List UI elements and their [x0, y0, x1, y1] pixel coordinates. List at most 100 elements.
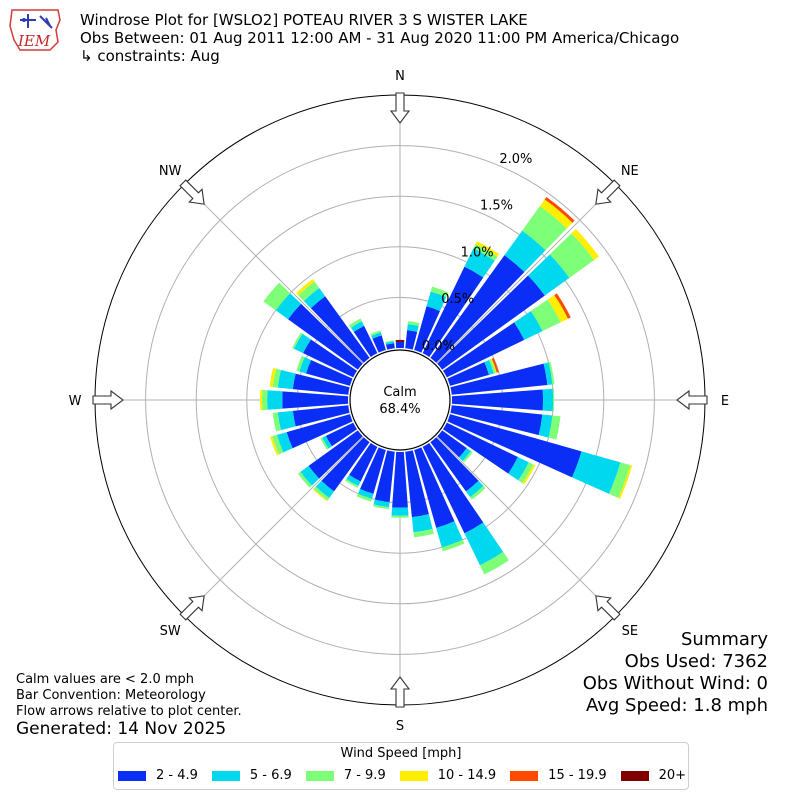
- windrose-bar: [405, 450, 429, 518]
- windrose-bar: [350, 321, 365, 332]
- legend-items: 2 - 4.9 5 - 6.9 7 - 9.9 10 - 14.9 15 - 1…: [118, 768, 700, 783]
- windrose-bar: [479, 551, 509, 575]
- windrose-bar: [270, 436, 279, 456]
- radial-tick-label: 2.0%: [499, 152, 532, 167]
- compass-label: NE: [621, 164, 639, 179]
- windrose-bar: [459, 448, 471, 461]
- plot-notes: Calm values are < 2.0 mph Bar Convention…: [16, 672, 242, 720]
- grid-spoke: [436, 436, 617, 617]
- windrose-bar: [325, 422, 357, 447]
- legend-swatch: [620, 770, 649, 781]
- legend-item: 15 - 19.9: [510, 768, 607, 783]
- windrose-bar: [303, 339, 357, 378]
- windrose-bar: [306, 360, 353, 386]
- windrose-bar: [407, 321, 420, 327]
- windrose-bar: [522, 464, 536, 485]
- windrose-bar: [356, 493, 373, 502]
- windrose-bar: [436, 521, 463, 548]
- compass-label: SW: [160, 624, 181, 639]
- windrose-bar: [385, 340, 395, 343]
- windrose-bar: [395, 341, 405, 349]
- windrose-bar: [414, 447, 455, 528]
- windrose-bar: [320, 437, 329, 450]
- windrose-bar: [313, 486, 330, 501]
- windrose-bar: [392, 451, 408, 508]
- windrose-bar: [345, 478, 359, 488]
- windrose-bar: [464, 248, 495, 278]
- windrose-bar: [618, 465, 633, 499]
- windrose-bar: [571, 228, 599, 261]
- legend-title: Wind Speed [mph]: [340, 746, 462, 761]
- windrose-bar: [464, 522, 504, 566]
- windrose-bar: [267, 390, 283, 410]
- windrose-bar: [300, 465, 320, 486]
- windrose-bar: [430, 255, 525, 363]
- windrose-bar: [385, 341, 395, 345]
- legend-label: 10 - 14.9: [437, 768, 497, 783]
- windrose-bar: [293, 333, 311, 354]
- chart-subtitle-constraints: ↳ constraints: Aug: [80, 47, 220, 65]
- legend-swatch: [305, 770, 334, 781]
- windrose-bar: [413, 528, 434, 538]
- windrose-bar: [312, 488, 328, 502]
- windrose-bar: [530, 299, 561, 332]
- windrose-bar: [272, 368, 281, 388]
- windrose-overlay: Calm 68.4% 0.0% 0.5% 1.0% 1.5% 2.0% N NE E SE S SW W N…: [69, 69, 730, 734]
- compass-label: NW: [159, 164, 182, 179]
- windrose-bar: [288, 303, 363, 370]
- windrose-bar: [548, 415, 561, 440]
- windrose-bar: [475, 241, 500, 257]
- windrose-bar: [298, 281, 320, 302]
- chart-subtitle-period: Obs Between: 01 Aug 2011 12:00 AM - 31 A…: [80, 29, 680, 47]
- windrose-bar: [272, 434, 284, 455]
- flow-arrow-shape: [179, 179, 205, 205]
- windrose-bar: [407, 324, 419, 332]
- windrose-bar: [422, 443, 484, 534]
- radial-tick-label: 1.0%: [461, 245, 494, 260]
- legend-swatch: [510, 770, 539, 781]
- windrose-bar: [447, 362, 489, 386]
- windrose-bar: [308, 430, 363, 479]
- windrose-bar: [544, 196, 575, 223]
- windrose-bar: [426, 291, 447, 312]
- windrose-bar: [373, 499, 390, 508]
- windrose-bar: [386, 343, 395, 350]
- windrose-bar: [447, 414, 582, 478]
- windrose-bar: [303, 288, 326, 309]
- windrose-bar: [321, 437, 370, 492]
- windrose-bar: [310, 296, 370, 363]
- legend-label: 2 - 4.9: [156, 768, 198, 783]
- summary-obs-used: Obs Used: 7362: [624, 651, 768, 672]
- windrose-bar: [422, 266, 484, 357]
- note-calm: Calm values are < 2.0 mph: [16, 672, 195, 687]
- windrose-bar: [261, 389, 268, 411]
- flow-arrow: [595, 179, 621, 205]
- windrose-bar: [374, 450, 395, 503]
- calm-circle: [349, 349, 451, 451]
- windrose-bar: [391, 507, 409, 516]
- windrose-bar: [395, 339, 405, 343]
- grid-spoke: [436, 183, 617, 364]
- windrose-bar: [370, 330, 381, 336]
- windrose-bar: [391, 515, 409, 518]
- windrose-bar: [263, 282, 291, 311]
- windrose-bar: [539, 199, 573, 229]
- windrose-bar: [508, 456, 529, 481]
- windrose-bar: [488, 359, 496, 374]
- compass-label: SE: [622, 624, 638, 639]
- windrose-bar: [441, 539, 465, 552]
- windrose-bar: [437, 275, 545, 370]
- windrose-bar: [275, 293, 302, 320]
- windrose-bar: [276, 432, 293, 453]
- flow-arrow-shape: [676, 389, 708, 411]
- flow-arrow-shape: [92, 389, 124, 411]
- windrose-bar: [430, 437, 479, 492]
- windrose-bar: [450, 405, 543, 436]
- windrose-bars: [259, 196, 633, 575]
- windrose-bar: [299, 357, 312, 374]
- windrose-bar: [372, 335, 386, 353]
- flow-arrow-shape: [595, 179, 621, 205]
- windrose-bar: [371, 332, 382, 339]
- iem-logo: IEM: [6, 6, 64, 54]
- windrose-bar: [272, 412, 281, 432]
